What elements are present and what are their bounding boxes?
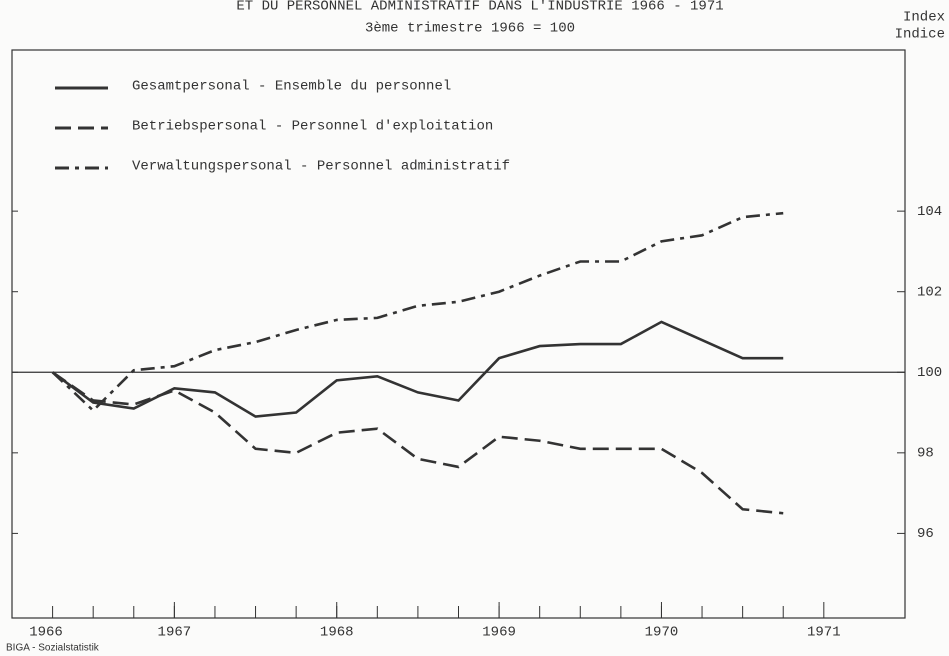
axis-label: Indice [895, 27, 945, 43]
plot-frame [11, 49, 906, 619]
y-tick-label: 102 [917, 284, 942, 300]
legend-label: Betriebspersonal - Personnel d'exploitat… [132, 119, 493, 135]
x-tick-label: 1966 [29, 625, 63, 641]
source: BIGA - Sozialstatistik [6, 643, 100, 654]
chart-title: ET DU PERSONNEL ADMINISTRATIF DANS L'IND… [236, 0, 723, 15]
y-tick-label: 104 [917, 204, 942, 220]
chart-subtitle: 3ème trimestre 1966 = 100 [365, 21, 575, 37]
series-line [51, 320, 784, 418]
x-tick-label: 1968 [320, 625, 354, 641]
x-tick-label: 1970 [645, 625, 679, 641]
x-tick-label: 1971 [807, 625, 841, 641]
axis-label: Index [903, 10, 945, 26]
legend-label: Gesamtpersonal - Ensemble du personnel [132, 79, 451, 95]
x-tick-label: 1969 [482, 625, 516, 641]
legend-label: Verwaltungspersonal - Personnel administ… [132, 159, 510, 175]
series-line [51, 211, 784, 413]
y-tick-label: 96 [917, 526, 934, 542]
x-tick-label: 1967 [158, 625, 192, 641]
y-tick-label: 98 [917, 446, 934, 462]
y-tick-label: 100 [917, 365, 942, 381]
